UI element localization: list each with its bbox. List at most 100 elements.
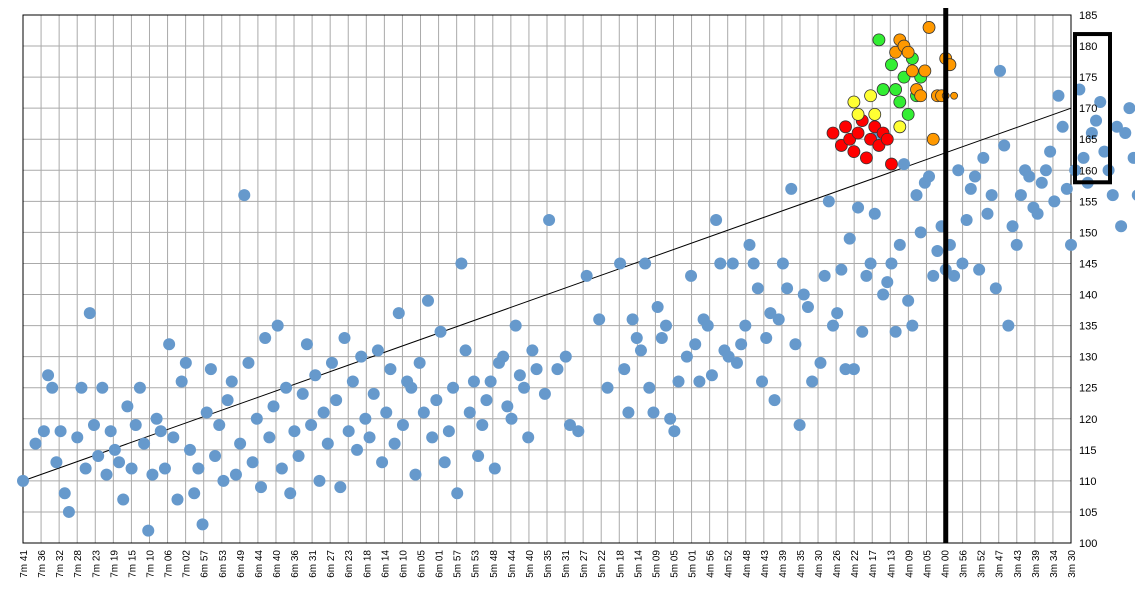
data-point: [981, 207, 994, 220]
data-point: [672, 375, 685, 388]
x-tick-label: 5m 05: [669, 550, 680, 578]
data-point: [213, 418, 226, 431]
data-point: [275, 462, 288, 475]
data-point: [83, 307, 96, 320]
data-point: [509, 319, 522, 332]
data-point: [1115, 220, 1128, 233]
y-tick-label: 130: [1079, 352, 1097, 364]
data-point: [664, 412, 677, 425]
data-point: [822, 195, 835, 208]
plot-border: [22, 14, 1072, 544]
data-point: [447, 381, 460, 394]
data-point: [459, 344, 472, 357]
data-point: [985, 189, 998, 202]
data-point: [409, 468, 422, 481]
data-point: [860, 269, 873, 282]
data-point: [639, 257, 652, 270]
data-point: [572, 425, 585, 438]
data-point: [864, 89, 877, 103]
x-tick-label: 7m 41: [19, 550, 30, 578]
data-point: [29, 437, 42, 450]
data-point: [827, 319, 840, 332]
y-tick-label: 135: [1079, 321, 1097, 333]
x-tick-label: 6m 31: [308, 550, 319, 578]
data-point: [814, 356, 827, 369]
data-point: [396, 418, 409, 431]
data-point: [580, 269, 593, 282]
data-point: [125, 462, 138, 475]
data-point: [902, 294, 915, 307]
x-tick-label: 5m 31: [561, 550, 572, 578]
data-point: [776, 257, 789, 270]
x-tick-label: 3m 30: [1067, 550, 1078, 578]
data-point: [1077, 151, 1090, 164]
data-point: [626, 313, 639, 326]
y-tick-label: 100: [1079, 538, 1097, 550]
data-point: [100, 468, 113, 481]
data-point: [417, 406, 430, 419]
x-tick-label: 6m 23: [344, 550, 355, 578]
x-tick-label: 7m 15: [127, 550, 138, 578]
data-point: [501, 400, 514, 413]
data-point: [860, 151, 873, 165]
data-point: [851, 126, 865, 140]
x-tick-label: 6m 05: [417, 550, 428, 578]
y-tick-label: 170: [1079, 103, 1097, 115]
x-tick-label: 6m 57: [200, 550, 211, 578]
data-point: [785, 182, 798, 195]
data-point: [158, 462, 171, 475]
data-point: [622, 406, 635, 419]
data-point: [872, 33, 886, 47]
data-point: [818, 269, 831, 282]
x-tick-label: 5m 53: [471, 550, 482, 578]
x-tick-label: 4m 43: [760, 550, 771, 578]
x-tick-label: 3m 56: [959, 550, 970, 578]
x-tick-label: 4m 52: [724, 550, 735, 578]
data-point: [772, 313, 785, 326]
data-point: [108, 443, 121, 456]
x-tick-label: 6m 27: [326, 550, 337, 578]
data-point: [747, 257, 760, 270]
data-point: [75, 381, 88, 394]
data-point: [129, 418, 142, 431]
data-point: [62, 505, 75, 518]
data-point: [659, 319, 672, 332]
data-point: [513, 369, 526, 382]
y-tick-label: 125: [1079, 383, 1097, 395]
data-point: [346, 375, 359, 388]
data-point: [50, 456, 63, 469]
data-point: [284, 487, 297, 500]
data-point: [668, 425, 681, 438]
data-point: [618, 363, 631, 376]
data-point: [434, 325, 447, 338]
x-tick-label: 3m 34: [1049, 550, 1060, 578]
data-point: [835, 263, 848, 276]
data-point: [968, 170, 981, 183]
data-point: [426, 431, 439, 444]
data-point: [994, 64, 1007, 77]
x-tick-label: 6m 44: [254, 550, 265, 578]
data-point: [868, 207, 881, 220]
data-point: [956, 257, 969, 270]
data-point: [651, 300, 664, 313]
data-point: [680, 350, 693, 363]
data-point: [926, 132, 940, 146]
data-point: [847, 145, 861, 159]
data-point: [847, 363, 860, 376]
data-point: [313, 474, 326, 487]
data-point: [488, 462, 501, 475]
data-point: [530, 363, 543, 376]
data-point: [793, 418, 806, 431]
data-point: [710, 213, 723, 226]
x-tick-label: 3m 43: [1013, 550, 1024, 578]
y-tick-label: 140: [1079, 290, 1097, 302]
data-point: [756, 375, 769, 388]
data-point: [171, 493, 184, 506]
data-point: [1006, 220, 1019, 233]
data-point: [1085, 127, 1098, 140]
data-point: [1031, 207, 1044, 220]
data-point: [526, 344, 539, 357]
data-point: [905, 64, 919, 78]
data-point: [950, 91, 958, 100]
